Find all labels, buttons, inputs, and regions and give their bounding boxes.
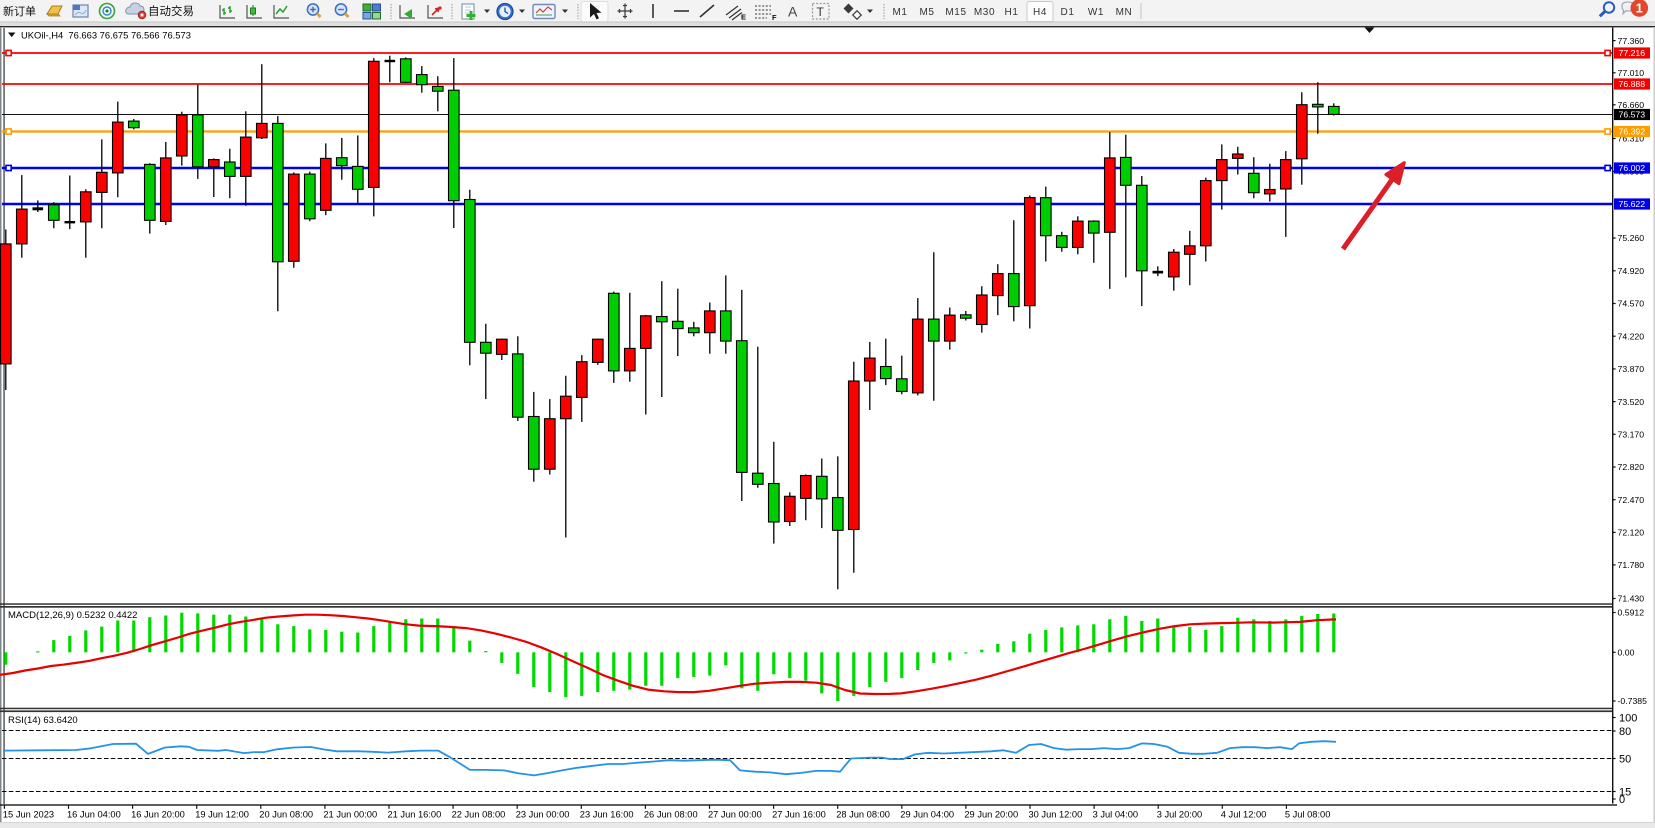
svg-text:UKOil-,H4 76.663 76.675 76.56: UKOil-,H4 76.663 76.675 76.566 76.573 (21, 30, 191, 41)
svg-text:76.310: 76.310 (1618, 134, 1645, 144)
svg-text:M1: M1 (892, 7, 907, 18)
svg-text:F: F (772, 13, 777, 22)
svg-text:-0.7385: -0.7385 (1618, 696, 1648, 706)
svg-text:71.780: 71.780 (1618, 560, 1645, 570)
svg-text:73.170: 73.170 (1618, 430, 1645, 440)
svg-text:22 Jun 08:00: 22 Jun 08:00 (452, 809, 506, 819)
svg-text:15 Jun 2023: 15 Jun 2023 (3, 809, 54, 819)
svg-text:30 Jun 12:00: 30 Jun 12:00 (1029, 809, 1083, 819)
svg-text:77.010: 77.010 (1618, 68, 1645, 78)
svg-text:76.573: 76.573 (1619, 110, 1646, 120)
svg-text:M15: M15 (945, 7, 966, 18)
svg-text:72.470: 72.470 (1618, 495, 1645, 505)
svg-text:80: 80 (1619, 726, 1631, 738)
svg-text:M5: M5 (919, 7, 934, 18)
svg-text:15: 15 (1619, 787, 1631, 799)
svg-text:29 Jun 04:00: 29 Jun 04:00 (900, 809, 954, 819)
svg-text:26 Jun 08:00: 26 Jun 08:00 (644, 809, 698, 819)
svg-text:5 Jul 08:00: 5 Jul 08:00 (1285, 809, 1331, 819)
svg-text:0.5912: 0.5912 (1618, 608, 1645, 618)
svg-text:M30: M30 (974, 7, 995, 18)
svg-text:新订单: 新订单 (3, 4, 36, 18)
svg-text:0.00: 0.00 (1618, 648, 1635, 658)
svg-text:W1: W1 (1088, 7, 1104, 18)
svg-text:29 Jun 20:00: 29 Jun 20:00 (964, 809, 1018, 819)
svg-text:20 Jun 08:00: 20 Jun 08:00 (259, 809, 313, 819)
svg-text:27 Jun 16:00: 27 Jun 16:00 (772, 809, 826, 819)
svg-text:76.002: 76.002 (1619, 163, 1646, 173)
svg-text:28 Jun 08:00: 28 Jun 08:00 (836, 809, 890, 819)
svg-text:73.870: 73.870 (1618, 364, 1645, 374)
svg-text:77.360: 77.360 (1618, 36, 1645, 46)
svg-text:16 Jun 04:00: 16 Jun 04:00 (67, 809, 121, 819)
svg-text:75.622: 75.622 (1619, 199, 1646, 209)
svg-text:71.430: 71.430 (1618, 594, 1645, 604)
svg-text:D1: D1 (1061, 7, 1075, 18)
svg-text:23 Jun 16:00: 23 Jun 16:00 (580, 809, 634, 819)
svg-text:72.820: 72.820 (1618, 462, 1645, 472)
svg-text:21 Jun 00:00: 21 Jun 00:00 (323, 809, 377, 819)
svg-text:76.660: 76.660 (1618, 100, 1645, 110)
svg-text:73.520: 73.520 (1618, 397, 1645, 407)
svg-text:27 Jun 00:00: 27 Jun 00:00 (708, 809, 762, 819)
svg-text:74.220: 74.220 (1618, 331, 1645, 341)
svg-text:16 Jun 20:00: 16 Jun 20:00 (131, 809, 185, 819)
svg-text:E: E (741, 13, 746, 22)
svg-text:76.888: 76.888 (1619, 79, 1646, 89)
svg-text:75.260: 75.260 (1618, 233, 1645, 243)
svg-text:100: 100 (1619, 713, 1637, 725)
svg-text:72.120: 72.120 (1618, 528, 1645, 538)
svg-text:T: T (817, 5, 825, 19)
svg-text:74.570: 74.570 (1618, 299, 1645, 309)
svg-text:19 Jun 12:00: 19 Jun 12:00 (195, 809, 249, 819)
svg-text:MN: MN (1116, 7, 1133, 18)
svg-text:A: A (788, 4, 798, 20)
svg-text:H1: H1 (1005, 7, 1019, 18)
svg-text:76.392: 76.392 (1619, 127, 1646, 137)
svg-text:3 Jul 20:00: 3 Jul 20:00 (1157, 809, 1203, 819)
svg-text:1: 1 (1636, 1, 1643, 16)
svg-text:RSI(14) 63.6420: RSI(14) 63.6420 (8, 715, 78, 726)
svg-text:77.216: 77.216 (1619, 48, 1646, 58)
svg-text:自动交易: 自动交易 (148, 4, 194, 18)
svg-text:50: 50 (1619, 754, 1631, 766)
svg-text:4 Jul 12:00: 4 Jul 12:00 (1221, 809, 1267, 819)
svg-text:MACD(12,26,9) 0.5232 0.4422: MACD(12,26,9) 0.5232 0.4422 (8, 610, 137, 621)
svg-text:21 Jun 16:00: 21 Jun 16:00 (388, 809, 442, 819)
svg-text:23 Jun 00:00: 23 Jun 00:00 (516, 809, 570, 819)
svg-text:H4: H4 (1033, 7, 1047, 18)
svg-text:0: 0 (1619, 794, 1625, 806)
svg-text:3 Jul 04:00: 3 Jul 04:00 (1093, 809, 1139, 819)
svg-text:74.920: 74.920 (1618, 266, 1645, 276)
